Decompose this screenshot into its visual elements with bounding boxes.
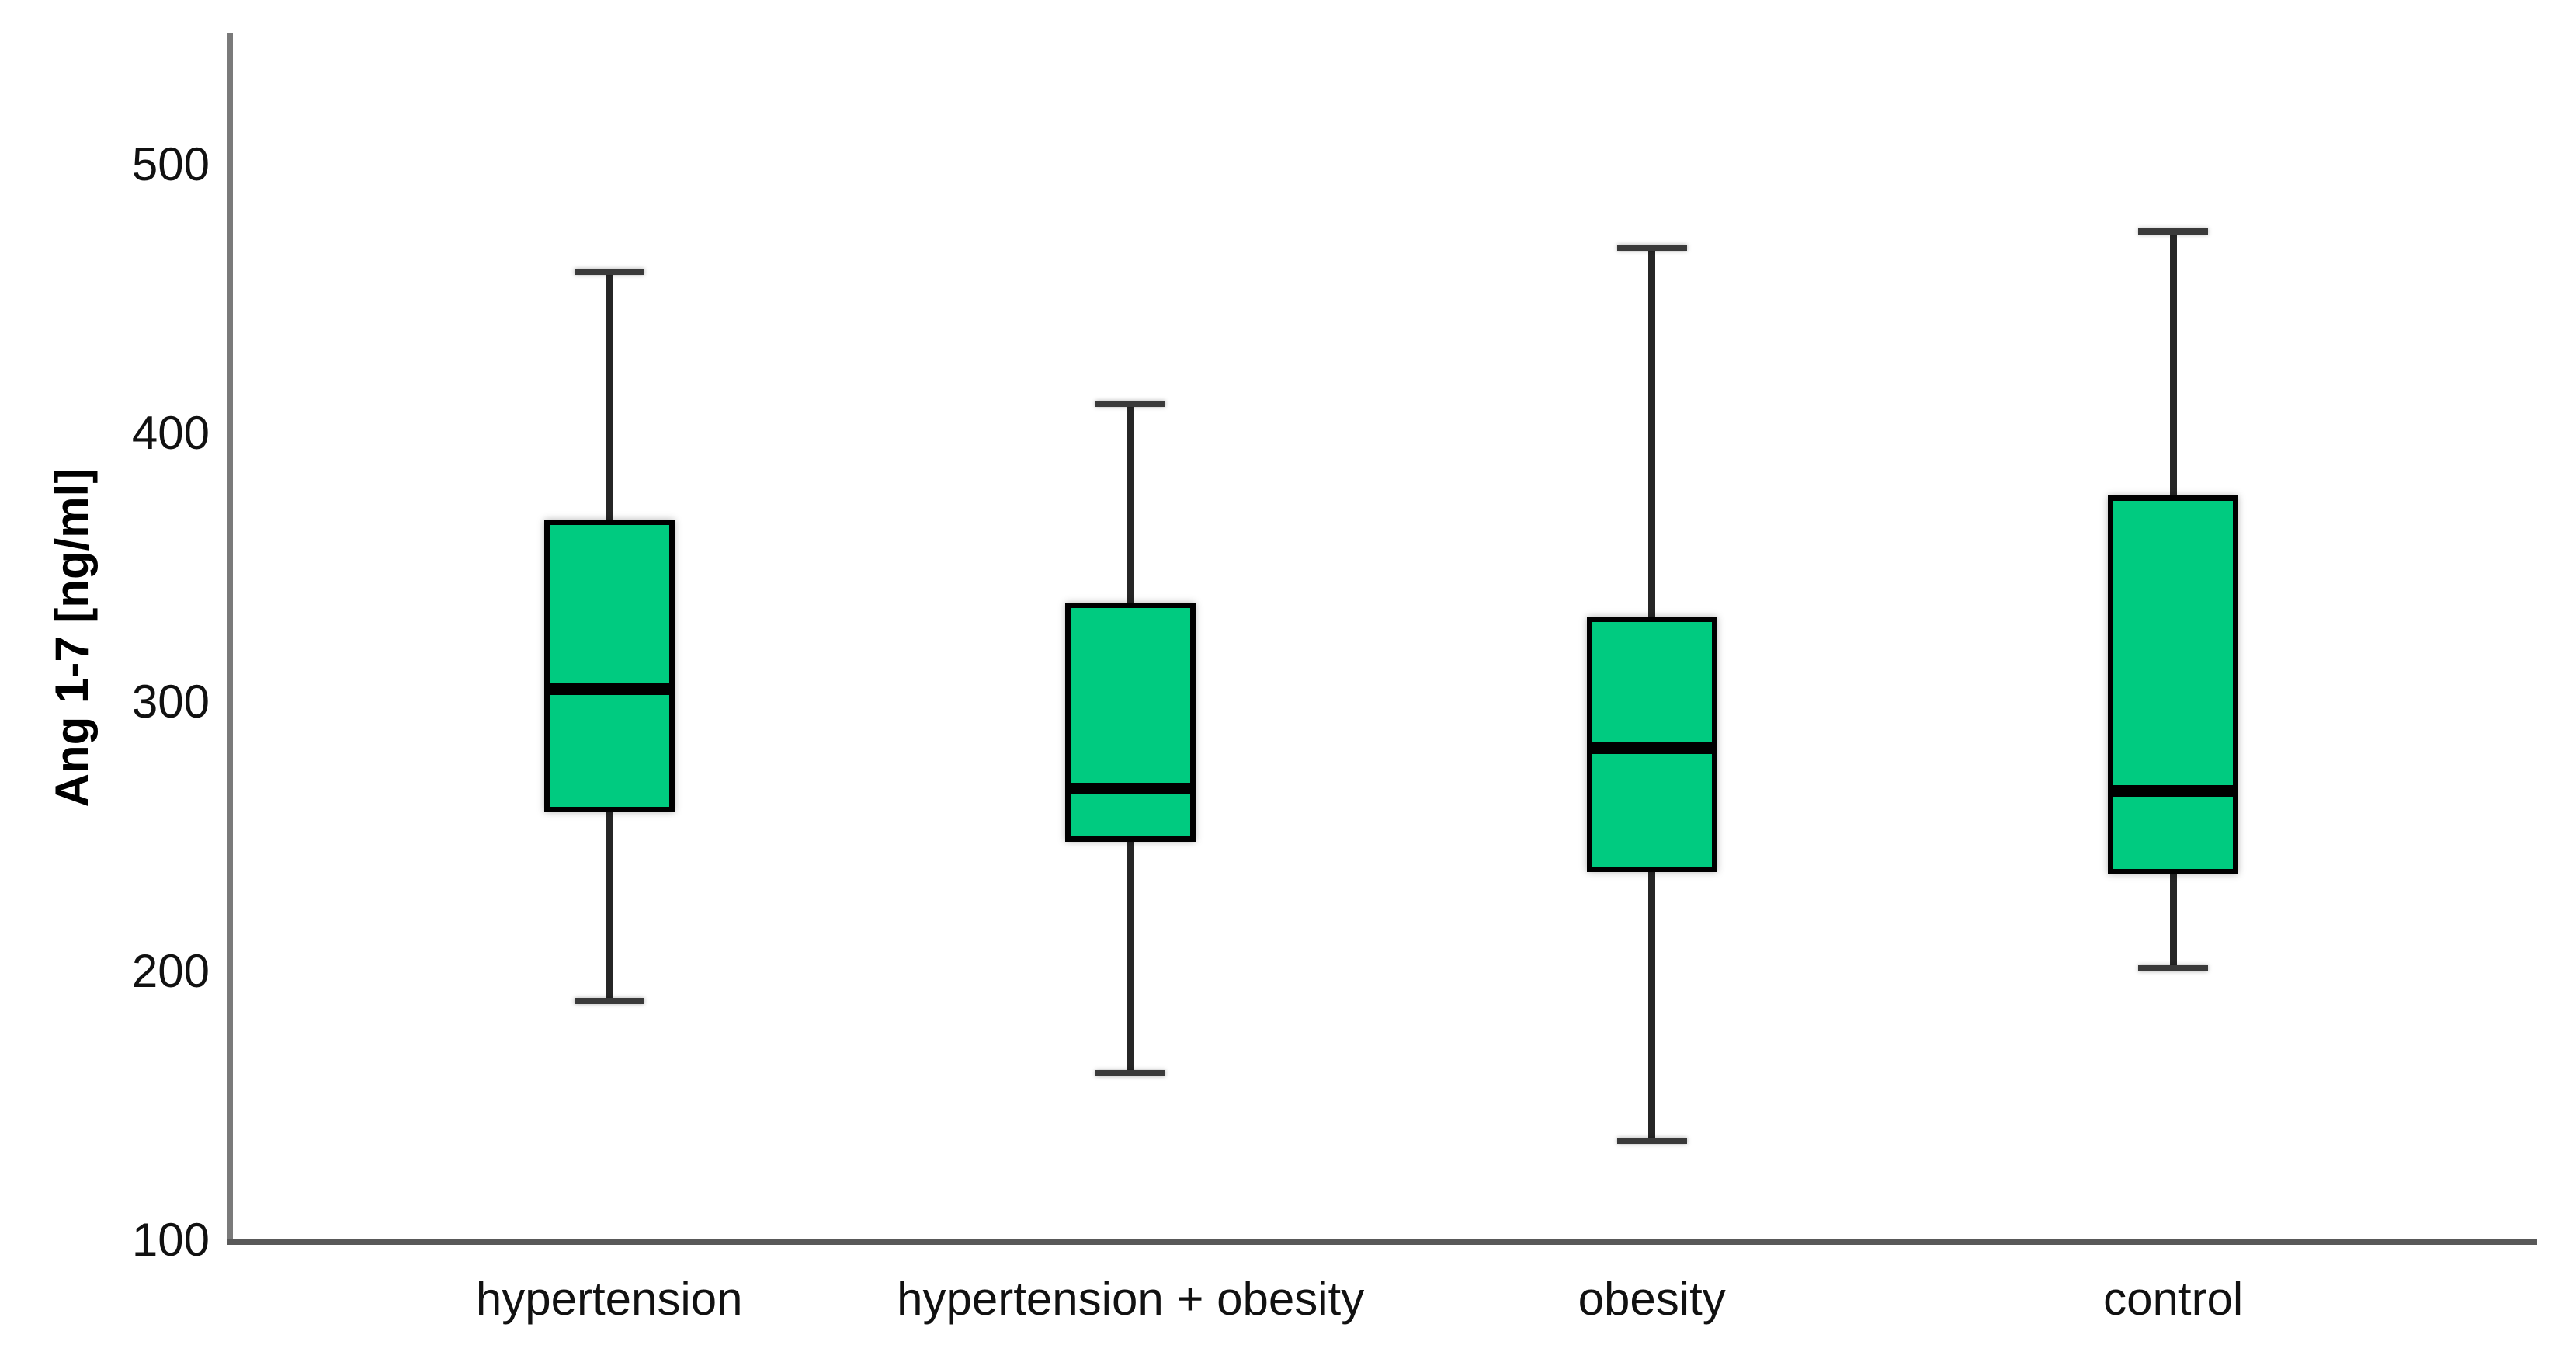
upper-whisker-cap xyxy=(1616,245,1687,252)
lower-whisker-cap xyxy=(2138,965,2209,972)
median-line xyxy=(1065,782,1196,794)
x-category-label: hypertension + obesity xyxy=(897,1273,1365,1325)
iqr-box xyxy=(543,519,675,813)
x-axis-line xyxy=(227,1239,2537,1245)
upper-whisker-stem xyxy=(1648,248,1656,617)
lower-whisker-stem xyxy=(1648,871,1656,1141)
lower-whisker-stem xyxy=(2169,874,2177,969)
lower-whisker-cap xyxy=(574,997,644,1004)
upper-whisker-stem xyxy=(2169,231,2177,495)
upper-whisker-cap xyxy=(2138,228,2209,235)
iqr-box xyxy=(1065,603,1196,843)
lower-whisker-cap xyxy=(1095,1070,1166,1077)
lower-whisker-cap xyxy=(1616,1137,1687,1144)
median-line xyxy=(543,683,675,695)
upper-whisker-cap xyxy=(574,269,644,276)
upper-whisker-stem xyxy=(1127,403,1134,603)
upper-whisker-stem xyxy=(606,272,613,520)
y-tick-label: 500 xyxy=(131,137,210,190)
y-tick-label: 200 xyxy=(131,944,210,997)
y-tick-label: 400 xyxy=(131,407,210,460)
y-axis-title: Ang 1-7 [ng/ml] xyxy=(46,467,98,808)
y-axis-line xyxy=(227,33,233,1240)
median-line xyxy=(1586,742,1717,754)
median-line xyxy=(2108,785,2239,798)
x-category-label: control xyxy=(2103,1273,2244,1325)
x-category-label: obesity xyxy=(1578,1273,1726,1325)
iqr-box xyxy=(2108,495,2239,874)
lower-whisker-stem xyxy=(606,812,613,1001)
x-category-label: hypertension xyxy=(475,1273,743,1325)
lower-whisker-stem xyxy=(1127,842,1134,1074)
upper-whisker-cap xyxy=(1095,400,1166,407)
y-tick-label: 100 xyxy=(131,1214,210,1266)
y-tick-label: 300 xyxy=(131,676,210,728)
